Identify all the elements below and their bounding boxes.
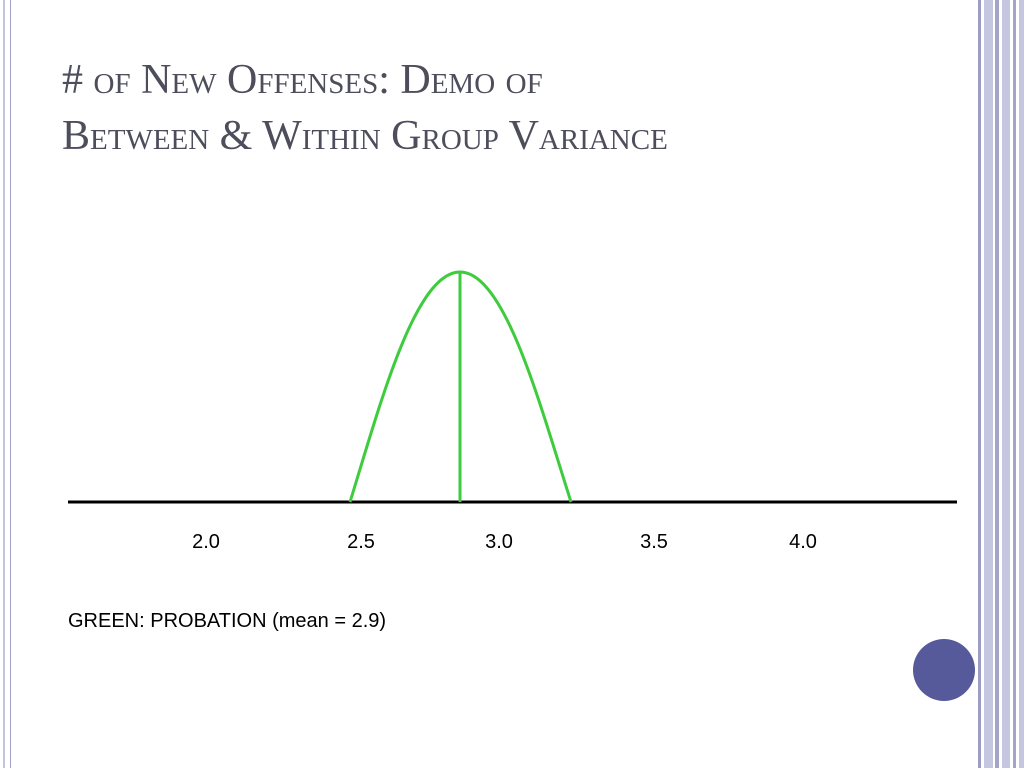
axis-label-2-0: 2.0 <box>192 531 220 553</box>
slide-title-line-1: # of New Offenses: Demo of <box>62 57 543 103</box>
axis-label-4-0: 4.0 <box>789 531 817 553</box>
axis-label-3-0: 3.0 <box>485 531 513 553</box>
axis-label-3-5: 3.5 <box>640 531 668 553</box>
slide-nav-button[interactable] <box>913 639 975 701</box>
legend-text: GREEN: PROBATION (mean = 2.9) <box>68 610 387 632</box>
slide-title: # of New Offenses: Demo of Between & Wit… <box>62 52 962 164</box>
slide-title-line-2: Between & Within Group Variance <box>62 113 668 159</box>
axis-label-2-5: 2.5 <box>347 531 375 553</box>
right-frame-stripes <box>978 0 1024 768</box>
left-frame-border <box>0 0 11 768</box>
